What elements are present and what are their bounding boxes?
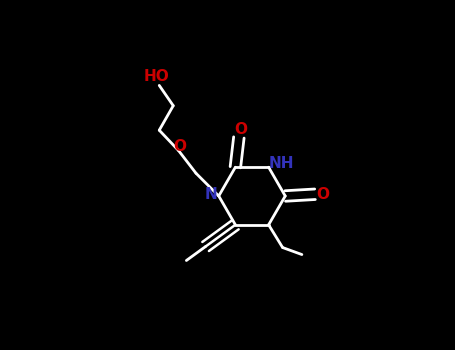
Text: O: O	[174, 139, 187, 154]
Text: NH: NH	[268, 155, 293, 170]
Text: N: N	[205, 187, 217, 202]
Text: O: O	[316, 187, 329, 202]
Text: O: O	[234, 122, 247, 137]
Text: HO: HO	[144, 69, 169, 84]
